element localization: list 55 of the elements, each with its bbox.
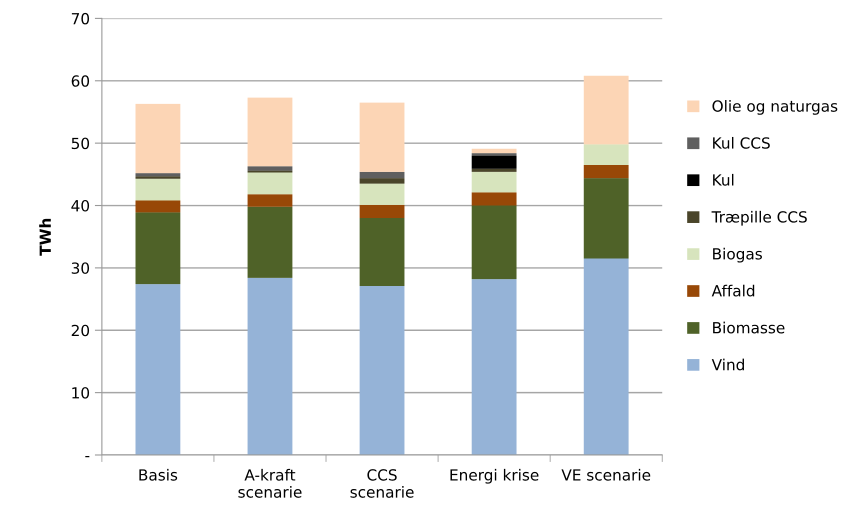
bar xyxy=(360,178,404,184)
bar xyxy=(360,102,404,172)
bar xyxy=(360,172,404,178)
bar xyxy=(136,104,180,174)
bar xyxy=(584,178,629,259)
y-tick-label: 70 xyxy=(72,12,90,24)
bar xyxy=(584,164,629,178)
bar xyxy=(136,200,180,212)
bar xyxy=(248,166,292,171)
bar xyxy=(136,284,180,455)
bar xyxy=(472,172,517,192)
bar xyxy=(360,184,404,205)
bar xyxy=(136,212,180,284)
legend-label: Biomasse xyxy=(713,322,784,334)
bar xyxy=(136,173,180,176)
bar xyxy=(472,206,517,280)
y-tick-label: - xyxy=(85,456,90,458)
y-tick-label: 60 xyxy=(72,75,90,87)
bar xyxy=(472,153,517,156)
bar xyxy=(584,258,629,455)
bar xyxy=(472,168,517,172)
y-tick-label: 10 xyxy=(72,387,90,399)
bar xyxy=(248,278,292,455)
legend-label: Olie og naturgas xyxy=(712,100,838,115)
bar xyxy=(584,144,629,165)
bar xyxy=(248,194,292,207)
y-tick-label: 40 xyxy=(71,200,90,212)
x-tick-label: CCS scenarie xyxy=(350,469,414,498)
bar xyxy=(248,172,292,194)
y-tick-label: 20 xyxy=(72,324,90,336)
y-tick-label: 50 xyxy=(72,138,90,150)
legend-label: Kul xyxy=(713,174,734,186)
bar xyxy=(136,178,180,201)
bar xyxy=(472,279,517,455)
bar xyxy=(472,148,517,154)
bar xyxy=(360,204,404,218)
bar xyxy=(360,218,404,286)
bar xyxy=(136,176,180,179)
legend-label: Træpille CCS xyxy=(712,210,807,226)
bar xyxy=(248,98,292,166)
y-tick-label: 30 xyxy=(72,262,90,274)
x-tick-label: Basis xyxy=(139,468,178,481)
bar xyxy=(360,286,404,455)
bar xyxy=(472,192,517,206)
x-tick-label: Energi krise xyxy=(450,468,538,484)
x-tick-label: VE scenarie xyxy=(561,468,650,481)
bar xyxy=(584,76,629,144)
bar xyxy=(472,156,517,169)
legend-label: Affald xyxy=(712,284,754,297)
bar xyxy=(248,206,292,278)
x-tick-label: A-kraft scenarie xyxy=(238,468,302,498)
legend-label: Kul CCS xyxy=(713,136,770,149)
y-axis-title: TWh xyxy=(39,218,51,256)
legend-label: Vind xyxy=(712,358,744,370)
legend-label: Biogas xyxy=(713,248,762,263)
